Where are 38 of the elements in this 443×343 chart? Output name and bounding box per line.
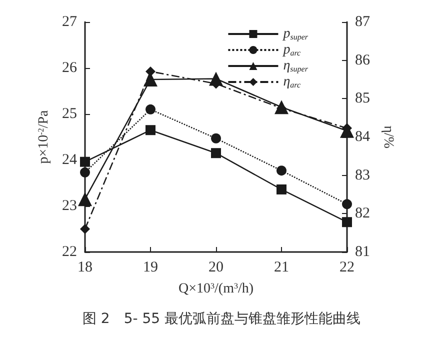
x-tick-label: 19 [143,260,158,276]
x-tick-label: 21 [274,260,289,276]
legend-label: ηarc [283,74,301,90]
point [276,184,286,194]
point [211,133,221,144]
caption: 图 2 5- 55 最优弧前盘与锥盘雏形性能曲线 [82,311,361,327]
point [80,224,90,234]
point [146,125,156,136]
y-tick-label: 25 [62,106,77,122]
y2-tick-label: 84 [355,129,370,145]
point [146,104,156,114]
y2-tick-label: 81 [355,244,370,260]
point [342,199,352,210]
y2-axis-title: η/% [380,126,396,149]
point [80,167,90,178]
point [211,148,221,158]
y-tick-label: 27 [62,14,78,30]
y-tick-label: 23 [62,198,77,214]
y-tick-label: 24 [62,152,78,168]
legend-label: psuper [282,26,309,42]
y2-tick-label: 87 [355,14,370,30]
y2-tick-label: 83 [355,167,370,184]
point [342,217,352,228]
y-tick-label: 26 [62,60,78,76]
y2-tick-label: 86 [355,52,370,68]
point [78,192,92,206]
y-tick-label: 22 [62,244,77,260]
legend-label: parc [282,42,302,58]
y-axis-title: p×10-2/Pa [36,109,52,164]
x-tick-label: 20 [208,260,224,276]
point [80,156,90,167]
y2-tick-label: 85 [355,90,370,107]
legend-label: ηsuper [283,58,309,74]
x-tick-label: 18 [78,260,92,276]
point [146,66,156,76]
y2-tick-label: 82 [355,206,370,222]
x-tick-label: 22 [340,260,354,276]
point [276,166,286,176]
